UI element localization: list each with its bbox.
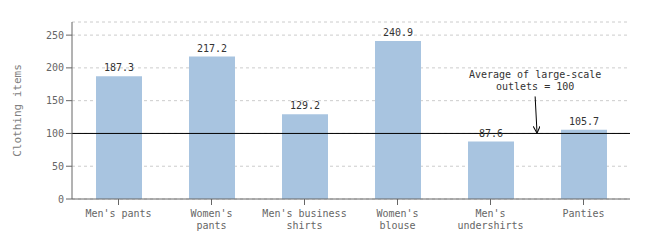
svg-text:250: 250 xyxy=(46,30,64,41)
svg-text:Men'sundershirts: Men'sundershirts xyxy=(457,208,523,231)
svg-text:129.2: 129.2 xyxy=(290,100,320,111)
svg-text:Average of large-scaleoutlets: Average of large-scaleoutlets = 100 xyxy=(469,69,601,92)
svg-text:150: 150 xyxy=(46,95,64,106)
svg-text:Women'sblouse: Women'sblouse xyxy=(376,208,418,231)
svg-text:Clothing items: Clothing items xyxy=(11,64,24,157)
svg-text:240.9: 240.9 xyxy=(383,27,413,38)
svg-text:50: 50 xyxy=(52,161,64,172)
svg-text:Women'spants: Women'spants xyxy=(190,208,232,231)
svg-text:105.7: 105.7 xyxy=(569,116,599,127)
svg-text:217.2: 217.2 xyxy=(197,43,227,54)
svg-text:87.6: 87.6 xyxy=(479,128,503,139)
svg-text:200: 200 xyxy=(46,62,64,73)
svg-text:187.3: 187.3 xyxy=(104,62,134,73)
svg-text:0: 0 xyxy=(58,194,64,205)
svg-text:Men's pants: Men's pants xyxy=(85,208,151,219)
svg-text:100: 100 xyxy=(46,128,64,139)
svg-text:Men's businessshirts: Men's businessshirts xyxy=(262,208,346,231)
svg-text:Panties: Panties xyxy=(562,208,604,219)
